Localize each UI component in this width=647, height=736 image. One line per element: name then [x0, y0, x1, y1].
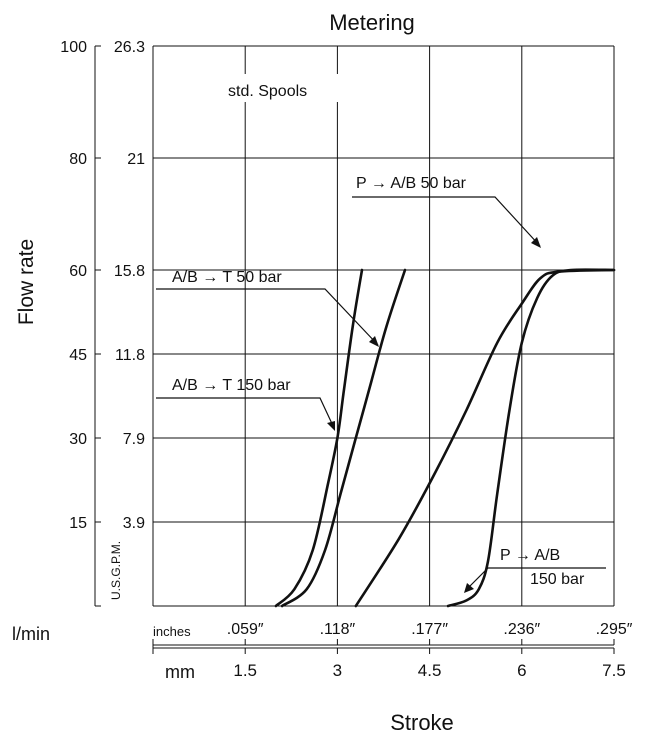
annotation-ab-t-150: A/B → T 150 bar: [172, 377, 291, 394]
x-unit-inches: inches: [153, 624, 191, 639]
series-line-3: [446, 268, 616, 608]
mm-tick-label: 7.5: [602, 661, 626, 680]
inches-tick-label: .059″: [227, 621, 264, 638]
inches-tick-label: .118″: [320, 621, 356, 638]
annotation-p-ab-50: P → A/B 50 bar: [356, 175, 467, 192]
flow-curves: [274, 268, 616, 608]
gpm-tick-label: 26.3: [114, 39, 145, 56]
lpm-tick-label: 100: [60, 39, 87, 56]
leader-p-ab-150: [465, 567, 606, 591]
gpm-tick-label: 15.8: [114, 263, 145, 280]
gpm-tick-label: 3.9: [123, 515, 145, 532]
gpm-tick-label: 21: [127, 151, 145, 168]
chart-title: Metering: [329, 10, 415, 35]
inches-tick-label: .295″: [596, 621, 633, 638]
series-line-0: [274, 268, 364, 608]
lpm-tick-label: 80: [69, 151, 87, 168]
arrow-ab-t-50: [369, 336, 379, 347]
mm-tick-label: 4.5: [418, 661, 442, 680]
leader-ab-t-50: [156, 288, 379, 346]
inches-tick-label: .177″: [411, 621, 448, 638]
y-unit-gpm: U.S.G.P.M.: [109, 541, 123, 600]
x-unit-mm: mm: [165, 662, 195, 682]
annotation-std-spools: std. Spools: [228, 83, 307, 100]
lpm-tick-label: 15: [69, 515, 87, 532]
lpm-axis: 100 80 60 45 30 15: [60, 39, 101, 607]
gpm-tick-label: 11.8: [115, 347, 145, 364]
lpm-tick-label: 60: [69, 263, 87, 280]
grid-lines: [152, 45, 615, 607]
lpm-tick-label: 45: [69, 347, 87, 364]
x-axis-label: Stroke: [390, 710, 454, 735]
gpm-tick-label: 7.9: [123, 431, 145, 448]
inches-tick-label: .236″: [503, 621, 540, 638]
stroke-axes: .059″ 1.5 .118″ 3 .177″ 4.5 .236″ 6 .295″ 7.5: [152, 621, 633, 680]
mm-tick-label: 6: [517, 661, 526, 680]
leader-p-ab-50: [352, 196, 541, 247]
mm-tick-label: 3: [333, 661, 342, 680]
mm-tick-label: 1.5: [233, 661, 257, 680]
leader-ab-t-150: [156, 397, 335, 429]
arrow-p-ab-50: [531, 237, 541, 248]
series-line-2: [354, 268, 616, 608]
gpm-tick-labels: 26.3 21 15.8 11.8 7.9 3.9: [114, 39, 145, 532]
series-line-1: [280, 268, 407, 608]
arrow-p-ab-150: [464, 583, 474, 593]
annotation-ab-t-50: A/B → T 50 bar: [172, 269, 282, 286]
y-unit-lpm: l/min: [12, 624, 50, 644]
std-spools-bg: [220, 74, 338, 102]
annotation-p-ab-150-line2: 150 bar: [530, 571, 585, 588]
y-axis-label: Flow rate: [15, 239, 38, 325]
arrow-ab-t-150: [327, 421, 335, 431]
lpm-tick-label: 30: [69, 431, 87, 448]
annotation-p-ab-150-line1: P → A/B: [500, 547, 560, 564]
